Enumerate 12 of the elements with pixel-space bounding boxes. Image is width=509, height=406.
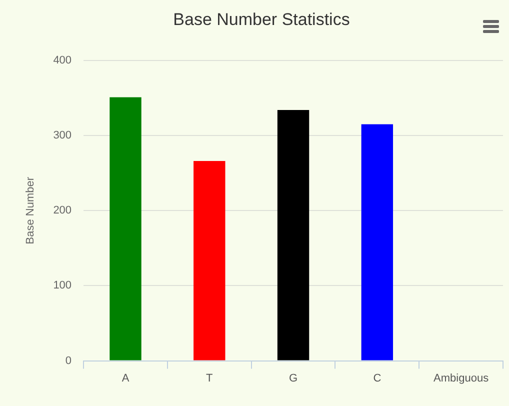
x-tick-label: G bbox=[288, 372, 298, 384]
y-tick-label: 0 bbox=[65, 354, 72, 367]
x-tick-label: T bbox=[206, 372, 214, 384]
chart-title: Base Number Statistics bbox=[173, 10, 350, 29]
x-tick-label: Ambiguous bbox=[434, 372, 490, 384]
y-tick-label: 100 bbox=[53, 280, 72, 292]
x-tick-label: A bbox=[122, 372, 130, 384]
y-tick-label: 300 bbox=[53, 130, 72, 142]
y-axis-title: Base Number bbox=[24, 176, 37, 244]
x-tick-label: C bbox=[373, 372, 382, 384]
y-tick-label: 400 bbox=[53, 54, 72, 66]
y-tick-label: 200 bbox=[53, 204, 72, 217]
